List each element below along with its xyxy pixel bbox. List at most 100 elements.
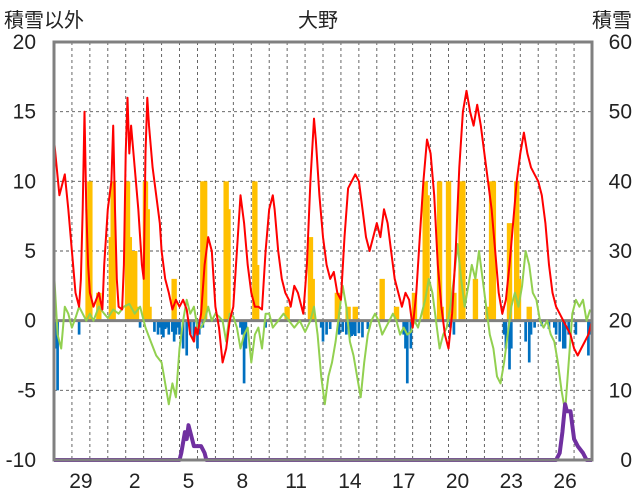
sunshine-bar [345,306,351,321]
sunshine-bar [334,292,341,321]
precipitation-bar [185,320,189,356]
precipitation-bar [162,320,165,338]
right-tick-label: 40 [609,170,632,193]
precipitation-bar [321,320,325,342]
sunshine-bar [133,306,140,321]
x-tick-label: 2 [129,470,141,493]
precipitation-bar [405,320,409,384]
precipitation-bar [524,320,527,342]
precipitation-bar [328,320,332,330]
sunshine-bar [132,251,138,321]
precipitation-bar [176,320,180,328]
precipitation-bar [366,320,370,330]
right-tick-label: 10 [609,379,632,402]
precipitation-bar [552,320,556,328]
plot-frame [52,40,594,462]
left-axis-label: 積雪以外 [4,9,84,32]
sunshine-bar [436,181,443,321]
precipitation-bar [171,320,174,332]
precipitation-bar [504,320,508,349]
dew_point-line [53,243,592,413]
precipitation-bar [527,320,531,363]
sunshine-bar [171,278,177,321]
precipitation-bar [341,320,345,332]
precipitation-bar [352,320,355,335]
x-tick-label: 29 [69,470,92,493]
precipitation-bar [344,320,348,335]
x-tick-label: 8 [236,470,248,493]
right-axis-ticks: 60 50 40 30 20 10 0 [609,31,632,472]
precipitation-bar [156,320,160,335]
sunshine-bar [225,209,231,321]
precipitation-bar [192,320,196,342]
temperature-line [53,89,593,364]
precipitation-bar [160,320,163,335]
precipitation-bar [163,320,167,330]
left-tick-label: 20 [13,31,36,54]
right-tick-label: 30 [609,240,632,263]
x-tick-label: 26 [553,470,576,493]
sunshine-bar [253,264,260,321]
sunshine-bar [490,181,497,321]
precipitation-bar [409,320,413,349]
precipitation-bar [172,320,176,342]
left-tick-label: -5 [17,379,36,402]
right-tick-label: 60 [609,31,632,54]
x-axis-ticks: 29 2 5 8 11 14 17 20 23 26 [69,470,577,493]
sunshine-bar [451,292,457,321]
precipitation-bar [529,320,533,335]
sunshine-bar [284,306,290,321]
sunshine-bar [352,306,358,321]
chart-title: 大野 [298,9,338,32]
precipitation-bar [587,320,590,356]
sunshine-bars [85,181,532,321]
precipitation-bar [239,320,242,328]
precipitation-bar [325,320,328,335]
precipitation-bar [561,320,565,349]
x-tick-label: 23 [500,470,523,493]
precipitation-bar [574,320,578,335]
sunshine-bar [526,306,532,321]
sunshine-bar [201,181,208,321]
left-axis-ticks: 20 15 10 5 0 -5 -10 [6,31,36,472]
sunshine-bar [393,306,400,321]
precipitation-bar [167,320,171,335]
sunshine-bar [110,181,116,321]
x-tick-label: 20 [446,470,469,493]
left-tick-label: 15 [13,101,36,124]
precipitation-bar [54,320,58,349]
precipitation-bar [502,320,506,335]
x-tick-label: 17 [392,470,415,493]
precipitation-bar [240,320,244,335]
sunshine-bar [309,278,315,321]
sunshine-bar [126,237,133,321]
precipitation-bar [563,320,567,349]
precipitation-bar [508,320,511,370]
precipitation-bar [452,320,456,335]
precipitation-bar [77,320,81,335]
precipitation-bar [165,320,169,328]
right-tick-label: 50 [609,101,632,124]
left-tick-label: -10 [6,449,36,472]
precipitation-bar [158,320,162,328]
precipitation-bar [181,320,185,349]
precipitation-bar [319,320,323,328]
right-tick-label: 20 [609,310,632,333]
sunshine-bar [252,181,258,321]
precipitation-bar [554,320,558,335]
sunshine-bar [472,278,479,321]
sunshine-bar [513,181,520,321]
precipitation-bar [153,320,156,332]
precipitation-bar [56,320,59,391]
precipitation-bar [361,320,364,338]
precipitation-bar [509,320,513,349]
sunshine-bar [87,181,93,321]
sunshine-bar [146,306,152,321]
left-tick-label: 5 [24,240,36,263]
precipitation-bar [242,320,246,384]
precipitation-bar [337,320,341,335]
x-tick-label: 5 [183,470,195,493]
precipitation-bar [533,320,536,328]
left-tick-label: 10 [13,170,36,193]
precipitation-bar [350,320,354,336]
